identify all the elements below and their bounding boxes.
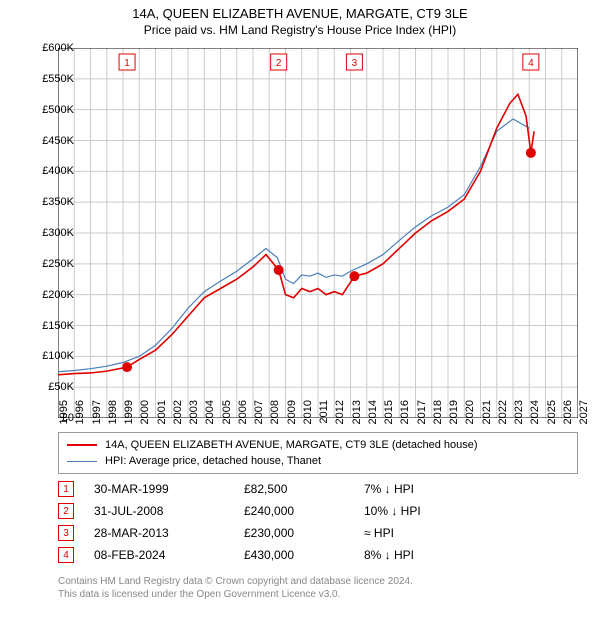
sale-delta: ≈ HPI — [364, 526, 484, 540]
sale-date: 30-MAR-1999 — [94, 482, 244, 496]
sale-delta: 8% ↓ HPI — [364, 548, 484, 562]
sale-delta: 10% ↓ HPI — [364, 504, 484, 518]
y-axis-tick-label: £500K — [24, 104, 74, 116]
sale-marker-3: 3 — [58, 525, 74, 541]
sales-row: 4 08-FEB-2024 £430,000 8% ↓ HPI — [58, 544, 578, 566]
sale-delta: 7% ↓ HPI — [364, 482, 484, 496]
sales-row: 2 31-JUL-2008 £240,000 10% ↓ HPI — [58, 500, 578, 522]
legend: 14A, QUEEN ELIZABETH AVENUE, MARGATE, CT… — [58, 432, 578, 474]
svg-text:1: 1 — [124, 58, 130, 69]
legend-label-hpi: HPI: Average price, detached house, Than… — [105, 455, 321, 467]
y-axis-tick-label: £200K — [24, 289, 74, 301]
y-axis-tick-label: £100K — [24, 350, 74, 362]
svg-text:4: 4 — [528, 58, 534, 69]
sale-date: 31-JUL-2008 — [94, 504, 244, 518]
y-axis-tick-label: £250K — [24, 258, 74, 270]
sale-price: £82,500 — [244, 482, 364, 496]
sale-marker-4: 4 — [58, 547, 74, 563]
price-chart: 1 2 3 4 — [58, 48, 578, 418]
sale-price: £230,000 — [244, 526, 364, 540]
legend-swatch-hpi — [67, 461, 97, 462]
sale-date: 08-FEB-2024 — [94, 548, 244, 562]
title-block: 14A, QUEEN ELIZABETH AVENUE, MARGATE, CT… — [0, 0, 600, 37]
sale-marker-1: 1 — [58, 481, 74, 497]
y-axis-tick-label: £300K — [24, 227, 74, 239]
title-address: 14A, QUEEN ELIZABETH AVENUE, MARGATE, CT… — [0, 6, 600, 21]
sales-table: 1 30-MAR-1999 £82,500 7% ↓ HPI 2 31-JUL-… — [58, 478, 578, 566]
y-axis-tick-label: £400K — [24, 165, 74, 177]
sales-row: 1 30-MAR-1999 £82,500 7% ↓ HPI — [58, 478, 578, 500]
footer-attribution: Contains HM Land Registry data © Crown c… — [58, 575, 413, 601]
sale-date: 28-MAR-2013 — [94, 526, 244, 540]
svg-text:3: 3 — [352, 58, 358, 69]
sale-price: £430,000 — [244, 548, 364, 562]
svg-text:2: 2 — [276, 58, 282, 69]
y-axis-tick-label: £550K — [24, 73, 74, 85]
y-axis-tick-label: £50K — [24, 381, 74, 393]
legend-label-price-paid: 14A, QUEEN ELIZABETH AVENUE, MARGATE, CT… — [105, 439, 478, 451]
legend-item-hpi: HPI: Average price, detached house, Than… — [67, 453, 569, 469]
footer-line2: This data is licensed under the Open Gov… — [58, 588, 413, 601]
legend-item-price-paid: 14A, QUEEN ELIZABETH AVENUE, MARGATE, CT… — [67, 437, 569, 453]
sale-marker-2: 2 — [58, 503, 74, 519]
y-axis-tick-label: £350K — [24, 196, 74, 208]
footer-line1: Contains HM Land Registry data © Crown c… — [58, 575, 413, 588]
y-axis-tick-label: £450K — [24, 135, 74, 147]
title-subtitle: Price paid vs. HM Land Registry's House … — [0, 23, 600, 37]
sale-price: £240,000 — [244, 504, 364, 518]
y-axis-tick-label: £600K — [24, 42, 74, 54]
sales-row: 3 28-MAR-2013 £230,000 ≈ HPI — [58, 522, 578, 544]
y-axis-tick-label: £150K — [24, 320, 74, 332]
legend-swatch-price-paid — [67, 444, 97, 446]
x-axis-tick-label: 2027 — [578, 400, 590, 440]
chart-container: 14A, QUEEN ELIZABETH AVENUE, MARGATE, CT… — [0, 0, 600, 620]
